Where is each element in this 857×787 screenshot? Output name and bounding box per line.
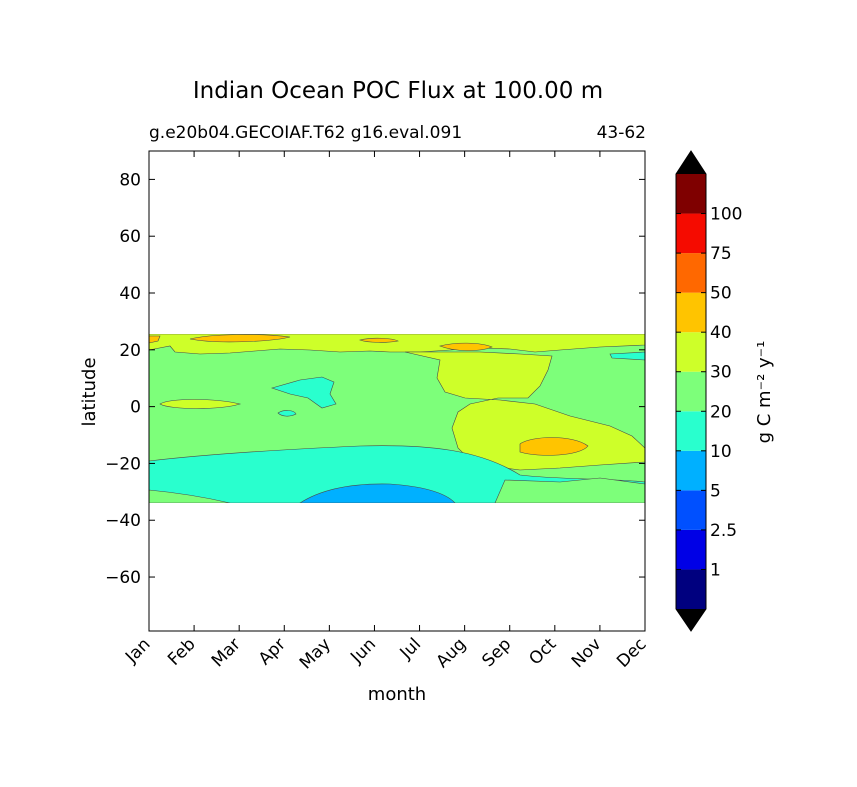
- y-tick-label: 0: [130, 398, 141, 418]
- colorbar-level-label: 5: [710, 481, 721, 501]
- colorbar-segment: [676, 411, 706, 451]
- colorbar-outline: [675, 150, 707, 632]
- contour-region-north-max-jan: [149, 335, 161, 344]
- colorbar-segment: [676, 490, 706, 530]
- contour-region-east-edge: [609, 351, 645, 361]
- colorbar: 1 2.5 5 10 20 30 40 50 75 100: [675, 150, 742, 632]
- x-tick-label: Apr: [255, 634, 290, 669]
- y-tick-label: −40: [105, 511, 141, 531]
- plot-frame: [148, 150, 646, 632]
- colorbar-label: g C m⁻² y⁻¹: [754, 341, 775, 444]
- contour-plot-area: 80 60 40 20 0 −20 −40 −60 Jan Feb Mar Apr May Jun Jul…: [105, 150, 651, 673]
- colorbar-level-label: 75: [710, 244, 732, 264]
- colorbar-segment: [676, 174, 706, 214]
- y-axis-label: latitude: [79, 357, 100, 426]
- x-axis-label: month: [368, 684, 426, 705]
- colorbar-segment: [676, 213, 706, 254]
- colorbar-level-label: 40: [710, 323, 732, 343]
- chart-title: Indian Ocean POC Flux at 100.00 m: [193, 78, 603, 104]
- colorbar-extend-high: [676, 151, 706, 174]
- colorbar-segment: [676, 450, 706, 491]
- colorbar-segment: [676, 529, 706, 570]
- contour-region-sep-tongue: [404, 351, 645, 471]
- colorbar-level-label: 30: [710, 363, 732, 383]
- x-tick-label: Jan: [121, 634, 154, 667]
- x-tick-label: Oct: [525, 634, 560, 669]
- colorbar-level-label: 50: [710, 284, 732, 304]
- x-tick-label: Nov: [568, 634, 606, 672]
- contour-region-south-min: [299, 483, 456, 503]
- colorbar-segment: [676, 253, 706, 293]
- y-tick-label: 40: [119, 284, 141, 304]
- colorbar-extend-low: [676, 609, 706, 631]
- contour-region-north-max-jun: [358, 337, 399, 343]
- y-tick-label: 60: [119, 227, 141, 247]
- x-tick-label: Jun: [346, 634, 380, 668]
- contour-region-oct-max: [519, 437, 589, 456]
- colorbar-level-label: 100: [710, 205, 742, 225]
- contour-region-north-max-aug: [439, 342, 493, 351]
- colorbar-level-label: 2.5: [710, 521, 737, 541]
- contour-region-sw-patch: [149, 489, 231, 503]
- chart-subtitle-right: 43-62: [597, 123, 646, 143]
- y-tick-label: 20: [119, 341, 141, 361]
- x-tick-label: Aug: [433, 634, 471, 672]
- y-tick-label: 80: [119, 170, 141, 190]
- contour-region-eq-feb: [159, 399, 242, 409]
- x-tick-label: Sep: [478, 634, 515, 671]
- x-tick-label: Jul: [396, 634, 425, 663]
- x-tick-label: Dec: [613, 634, 650, 671]
- colorbar-segment: [676, 371, 706, 412]
- y-axis: 80 60 40 20 0 −20 −40 −60: [105, 170, 645, 588]
- colorbar-segment: [676, 292, 706, 333]
- chart-subtitle-left: g.e20b04.GECOIAF.T62 g16.eval.091: [149, 123, 462, 143]
- colorbar-level-label: 10: [710, 442, 732, 462]
- contour-region-small-blob: [277, 410, 297, 417]
- contour-region-se-patch: [494, 477, 645, 503]
- colorbar-segment: [676, 569, 706, 609]
- x-tick-label: Mar: [208, 634, 245, 671]
- y-tick-label: −60: [105, 568, 141, 588]
- colorbar-segment: [676, 332, 706, 372]
- x-tick-label: Feb: [164, 634, 199, 669]
- y-tick-label: −20: [105, 454, 141, 474]
- contour-region-north-max-mar: [189, 334, 291, 343]
- colorbar-level-label: 20: [710, 402, 732, 422]
- x-tick-label: May: [296, 634, 335, 673]
- colorbar-level-label: 1: [710, 560, 721, 580]
- contour-region-equatorial-blob: [270, 376, 337, 409]
